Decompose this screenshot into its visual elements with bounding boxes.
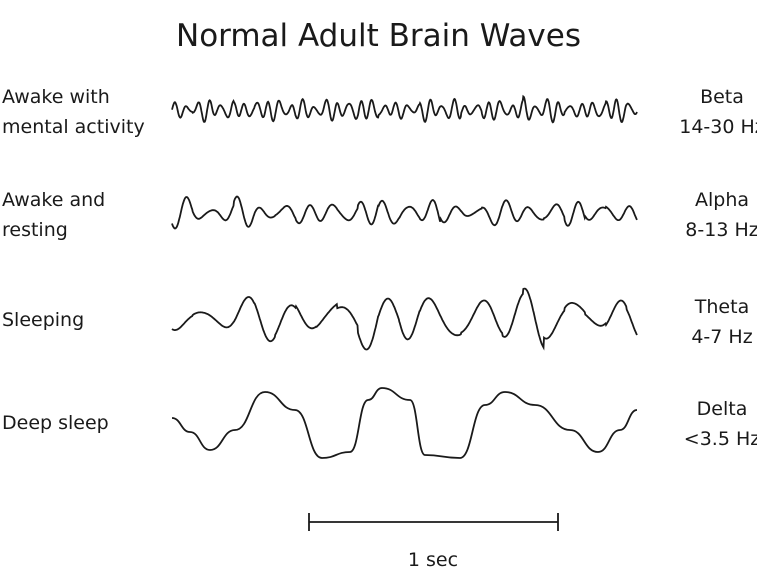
band-range: <3.5 Hz bbox=[683, 428, 757, 450]
state-label-delta: Deep sleep bbox=[2, 408, 109, 438]
state-label-line2: mental activity bbox=[2, 116, 145, 138]
state-label-line1: Sleeping bbox=[2, 309, 85, 331]
band-label-delta: Delta <3.5 Hz bbox=[662, 394, 757, 454]
theta-wave bbox=[171, 287, 638, 351]
state-label-line1: Deep sleep bbox=[2, 412, 109, 434]
state-label-theta: Sleeping bbox=[2, 305, 84, 335]
band-name: Beta bbox=[700, 86, 744, 108]
beta-wave bbox=[171, 94, 638, 124]
state-label-line2: resting bbox=[2, 219, 68, 241]
band-range: 8-13 Hz bbox=[685, 219, 757, 241]
state-label-line1: Awake with bbox=[2, 86, 110, 108]
state-label-line1: Awake and bbox=[2, 189, 106, 211]
band-name: Alpha bbox=[694, 189, 750, 211]
band-label-alpha: Alpha 8-13 Hz bbox=[662, 185, 757, 245]
alpha-wave bbox=[171, 195, 638, 230]
diagram-title: Normal Adult Brain Waves bbox=[176, 18, 581, 54]
band-name: Delta bbox=[696, 398, 748, 420]
band-range: 14-30 Hz bbox=[679, 116, 757, 138]
state-label-alpha: Awake and resting bbox=[2, 185, 105, 245]
scale-bar-label: 1 sec bbox=[407, 549, 459, 571]
scale-bar bbox=[308, 513, 559, 531]
band-name: Theta bbox=[694, 296, 750, 318]
band-label-beta: Beta 14-30 Hz bbox=[662, 82, 757, 142]
band-range: 4-7 Hz bbox=[691, 326, 753, 348]
delta-wave bbox=[171, 387, 638, 459]
band-label-theta: Theta 4-7 Hz bbox=[662, 292, 757, 352]
state-label-beta: Awake with mental activity bbox=[2, 82, 145, 142]
